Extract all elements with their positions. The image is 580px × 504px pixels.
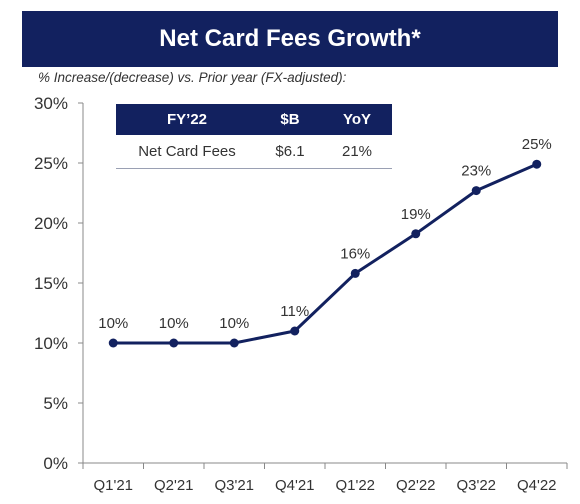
y-tick-label: 30%: [34, 94, 68, 113]
y-tick-label: 20%: [34, 214, 68, 233]
table-header-row: FY’22 $B YoY: [116, 104, 392, 135]
x-tick-label: Q4'21: [275, 477, 315, 494]
data-label: 16%: [340, 245, 370, 262]
series-line: [113, 162, 538, 345]
data-point: [471, 186, 481, 196]
data-label: 23%: [461, 163, 491, 180]
data-point: [290, 326, 300, 336]
table-cell-yoy: 21%: [322, 135, 392, 169]
table-cell-amount: $6.1: [258, 135, 322, 169]
y-tick-label: 5%: [43, 394, 68, 413]
table-cell-metric: Net Card Fees: [116, 135, 258, 169]
x-tick-label: Q4'22: [517, 477, 557, 494]
data-label: 10%: [98, 315, 128, 332]
table-row: Net Card Fees $6.1 21%: [116, 135, 392, 169]
data-label: 19%: [401, 206, 431, 223]
fy22-summary-table: FY’22 $B YoY Net Card Fees $6.1 21%: [116, 104, 392, 169]
x-tick-label: Q2'22: [396, 477, 436, 494]
table-header-amount: $B: [258, 104, 322, 135]
data-point: [411, 229, 421, 239]
x-tick-label: Q3'21: [214, 477, 254, 494]
data-point: [229, 338, 239, 348]
table-header-yoy: YoY: [322, 104, 392, 135]
y-tick-label: 15%: [34, 274, 68, 293]
data-point: [108, 338, 118, 348]
data-label: 11%: [280, 303, 309, 320]
data-point: [350, 268, 360, 278]
y-tick-label: 0%: [43, 454, 68, 473]
data-label: 10%: [219, 315, 249, 332]
table-header-period: FY’22: [116, 104, 258, 135]
x-tick-label: Q1'22: [335, 477, 375, 494]
data-label: 10%: [159, 315, 189, 332]
x-tick-label: Q3'22: [456, 477, 496, 494]
data-point: [532, 159, 542, 169]
x-tick-label: Q1'21: [93, 477, 133, 494]
data-point: [169, 338, 179, 348]
chart-title: Net Card Fees Growth*: [159, 25, 421, 52]
chart-title-banner: Net Card Fees Growth*: [22, 11, 558, 67]
y-tick-label: 10%: [34, 334, 68, 353]
x-tick-label: Q2'21: [154, 477, 194, 494]
chart-subtitle: % Increase/(decrease) vs. Prior year (FX…: [38, 70, 347, 85]
data-label: 25%: [522, 136, 552, 153]
y-tick-label: 25%: [34, 154, 68, 173]
